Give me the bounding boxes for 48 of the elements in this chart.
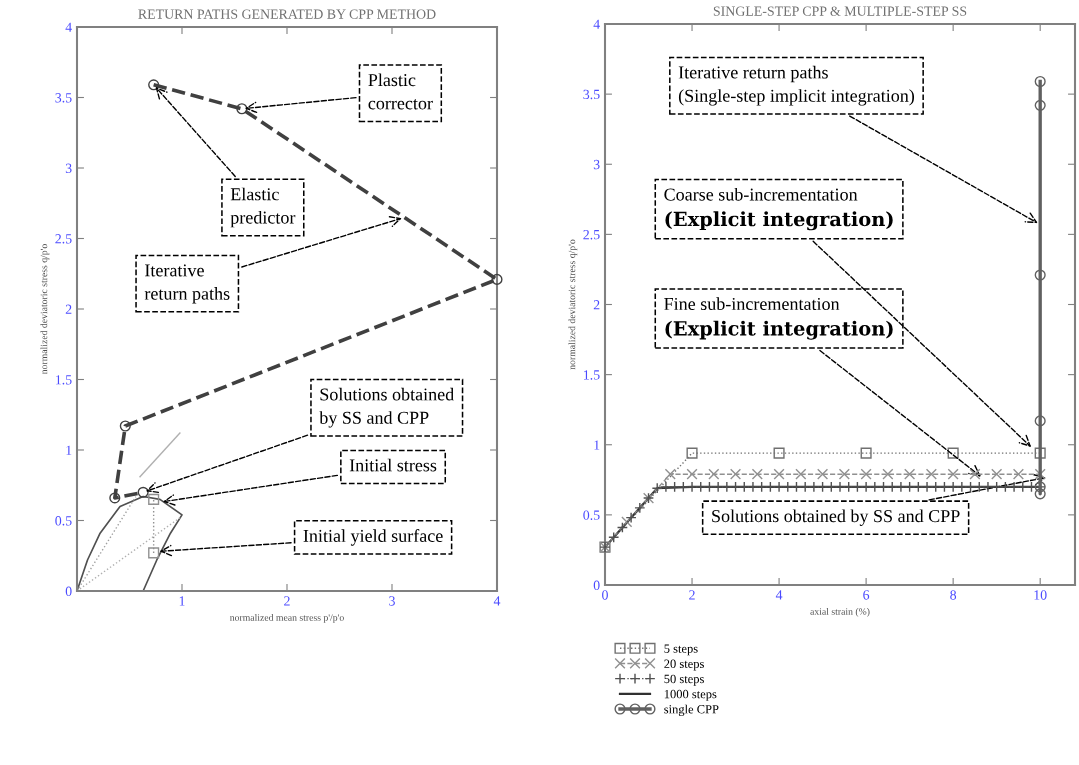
x-tick-label: 4 [775,590,783,600]
y-tick-label: 0 [593,580,600,590]
y-tick-label: 2.5 [55,234,72,244]
chart-title: SINGLE-STEP CPP & MULTIPLE-STEP SS [713,6,967,16]
annotation: Iterative return paths (Single-step implicit integration) [678,65,915,106]
y-tick-label: 4 [65,22,72,32]
x-tick-label: 8 [950,590,957,600]
y-tick-label: 0.5 [583,510,600,520]
x-tick-label: 3 [389,596,395,606]
legend-label: 50 steps [664,674,704,686]
y-tick-label: 1.5 [584,370,600,380]
x-tick-label: 0 [602,590,608,600]
annotation: Solutions obtained by SS and CPP [712,509,960,526]
x-tick-label: 6 [863,590,870,600]
y-tick-label: 3.5 [583,89,600,100]
annotation: Initial stress [349,458,437,472]
y-tick-label: 1 [594,440,600,450]
y-axis-title: normalized deviatoric stress q/p'o [40,244,50,375]
y-tick-label: 2.5 [583,230,600,240]
annotation: Iterative return paths [144,264,230,304]
y-tick-label: 3 [593,159,600,170]
y-tick-label: 2 [65,304,72,314]
annotation: Coarse sub-incrementation (Explicit integration) [664,187,893,231]
y-tick-label: 1 [66,445,72,455]
annotation: Solutions obtained by SS and CPP [319,387,454,428]
legend-label: 20 steps [664,659,704,671]
y-tick-label: 3.5 [55,93,72,103]
legend-label: single CPP [664,704,719,717]
legend-label: 1000 steps [664,689,717,701]
x-tick-label: 1 [179,596,185,606]
y-tick-label: 1.5 [56,375,72,385]
x-tick-label: 4 [493,596,501,606]
y-tick-label: 0.5 [55,516,72,526]
x-tick-label: 2 [689,590,695,600]
y-tick-label: 3 [65,163,72,173]
x-tick-label: 10 [1034,590,1047,600]
legend-label: 5 steps [664,644,698,656]
y-tick-label: 4 [593,19,600,29]
annotation: Elastic predictor [230,187,296,228]
annotation: Initial yield surface [303,529,443,546]
x-axis-title: axial strain (%) [810,608,870,617]
chart-title: RETURN PATHS GENERATED BY CPP METHOD [138,9,436,19]
annotation: Plastic corrector [368,73,433,110]
annotation: Fine sub-incrementation (Explicit integration) [664,297,893,340]
y-axis-title: normalized deviatoric stress q/p'o [568,239,578,370]
y-tick-label: 2 [593,300,600,310]
x-axis-title: normalized mean stress p'/p'o [229,614,344,623]
x-tick-label: 2 [284,596,290,606]
